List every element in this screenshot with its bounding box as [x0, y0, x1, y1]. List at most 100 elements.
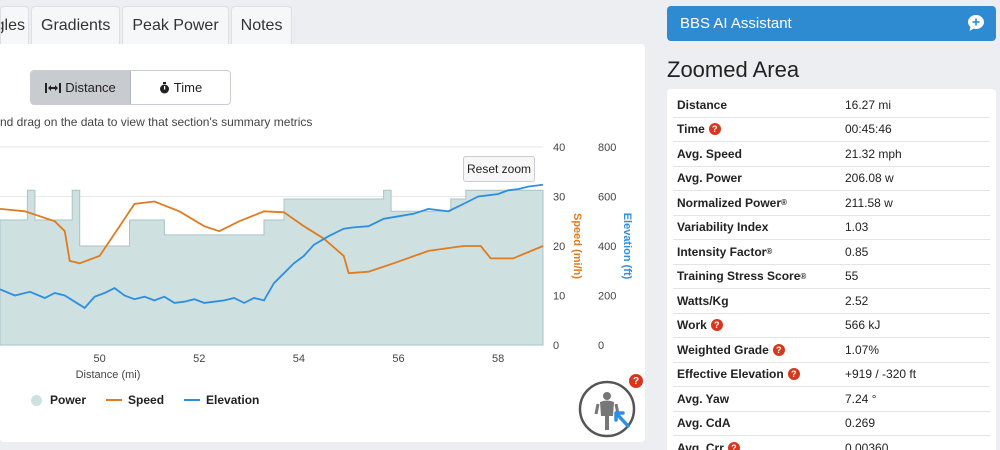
help-icon[interactable]: ? [787, 368, 800, 381]
time-toggle-label: Time [173, 80, 203, 95]
metric-row: Training Stress Score ® 55 [673, 265, 990, 289]
ai-assistant-button[interactable]: BBS AI Assistant [667, 6, 996, 41]
speed-tick-label: 10 [553, 291, 565, 303]
legend-power[interactable]: Power [0, 393, 86, 407]
metric-value: 21.32 mph [845, 146, 902, 161]
metric-value: 1.03 [845, 220, 869, 235]
drag-hint-text: nd drag on the data to view that section… [0, 115, 313, 129]
help-icon[interactable]: ? [772, 343, 785, 356]
ride-chart[interactable]: 50 52 54 56 58 0 10 20 30 40 0 200 400 600 800 Dista… [0, 88, 645, 388]
chart-panel: Distance Time nd drag on the data to vie… [0, 44, 645, 442]
x-tick-label: 54 [293, 353, 305, 365]
metric-label: Avg. CdA [677, 416, 731, 431]
arrows-horizontal-icon [45, 82, 62, 93]
x-tick-label: 52 [193, 353, 205, 365]
metric-label: Work? [673, 318, 841, 332]
chart-legend: Power Speed Elevation [0, 392, 279, 408]
x-tick-label: 58 [492, 353, 504, 365]
metric-row: Normalized Power ® 211.58 w [673, 191, 990, 216]
tab-gradients[interactable]: Gradients [31, 6, 121, 44]
zoomed-area-title: Zoomed Area [667, 57, 800, 82]
metric-row: Variability Index 1.03 [673, 216, 990, 240]
metric-label: Intensity Factor ® [677, 244, 773, 259]
metric-row: Watts/Kg 2.52 [673, 289, 990, 314]
elevation-tick-label: 400 [598, 241, 616, 253]
metric-row: Avg. Power 206.08 w [673, 167, 990, 191]
metric-label: Training Stress Score ® [677, 269, 807, 284]
metric-value: 16.27 mi [845, 97, 892, 112]
tab-angles[interactable]: gles [0, 6, 29, 44]
metric-label: Avg. Yaw [677, 391, 730, 406]
speed-line [0, 200, 544, 275]
x-tick-label: 50 [94, 353, 106, 365]
time-toggle-button[interactable]: Time [131, 71, 230, 104]
metric-value: 2.52 [845, 293, 869, 308]
metric-label: Effective Elevation? [673, 367, 841, 381]
metric-value: 206.08 w [845, 171, 894, 186]
metric-value: 211.58 w [845, 195, 893, 210]
metric-value: 7.24 ° [845, 391, 877, 406]
metric-label: Weighted Grade? [673, 343, 841, 357]
elevation-tick-label: 0 [598, 340, 604, 352]
metric-row: Intensity Factor ® 0.85 [673, 240, 990, 265]
metric-row: Avg. Crr? 0.00360 [673, 436, 990, 450]
chat-plus-icon [967, 14, 985, 36]
metric-value: +919 / -320 ft [845, 367, 917, 382]
metric-row: Avg. Yaw 7.24 ° [673, 387, 990, 412]
speed-tick-label: 40 [553, 142, 565, 154]
elevation-tick-label: 600 [598, 192, 616, 204]
x-tick-label: 56 [392, 353, 404, 365]
distance-toggle-label: Distance [65, 80, 116, 95]
aero-help-icon[interactable]: ? [629, 374, 643, 388]
tab-notes[interactable]: Notes [230, 6, 293, 44]
metric-value: 566 kJ [845, 318, 881, 333]
speed-swatch [106, 399, 123, 401]
elevation-axis-ticks: 0 200 400 600 800 [598, 142, 616, 352]
metric-row: Avg. CdA 0.269 [673, 412, 990, 436]
power-area [0, 189, 544, 346]
x-axis-toggle: Distance Time [30, 70, 231, 105]
elevation-tick-label: 800 [598, 142, 616, 154]
metric-label: Avg. Crr? [673, 441, 841, 450]
x-axis-ticks: 50 52 54 56 58 [94, 353, 505, 365]
speed-axis-label: Speed (mi/h) [571, 213, 583, 279]
metric-label: Normalized Power ® [677, 195, 787, 210]
help-icon[interactable]: ? [710, 319, 723, 332]
elevation-tick-label: 200 [598, 291, 616, 303]
speed-tick-label: 30 [553, 192, 565, 204]
legend-speed[interactable]: Speed [106, 393, 164, 407]
zoomed-metrics-table: Distance 16.27 mi Time? 00:45:46 Avg. Speed 2… [667, 89, 996, 450]
power-swatch [31, 394, 42, 406]
distance-toggle-button[interactable]: Distance [31, 71, 131, 104]
metric-row: Weighted Grade? 1.07% [673, 338, 990, 363]
tab-bar: gles Gradients Peak Power Notes [0, 6, 294, 44]
speed-tick-label: 20 [553, 241, 565, 253]
reset-zoom-button[interactable]: Reset zoom [463, 156, 535, 182]
legend-elevation[interactable]: Elevation [184, 393, 259, 407]
metric-value: 1.07% [845, 342, 880, 357]
tab-peak-power[interactable]: Peak Power [122, 6, 229, 44]
speed-tick-label: 0 [553, 340, 559, 352]
help-icon[interactable]: ? [708, 123, 721, 136]
metric-value: 0.00360 [845, 440, 889, 450]
metric-label: Watts/Kg [677, 293, 729, 308]
metric-label: Variability Index [677, 220, 769, 235]
metric-value: 0.85 [845, 244, 869, 259]
metric-label: Distance [677, 97, 728, 112]
x-axis-label: Distance (mi) [76, 369, 141, 381]
metric-label: Time? [673, 122, 841, 136]
elevation-swatch [184, 399, 201, 401]
metric-row: Time? 00:45:46 [673, 118, 990, 142]
metric-label: Avg. Power [677, 171, 742, 186]
metric-value: 00:45:46 [845, 122, 892, 137]
metric-label: Avg. Speed [677, 146, 742, 161]
aero-position-icon[interactable] [578, 380, 636, 438]
metric-value: 0.269 [845, 416, 876, 431]
metric-row: Avg. Speed 21.32 mph [673, 142, 990, 167]
stopwatch-icon [159, 81, 170, 94]
metric-value: 55 [845, 269, 859, 284]
speed-axis-ticks: 0 10 20 30 40 [553, 142, 565, 352]
help-icon[interactable]: ? [727, 441, 740, 450]
elevation-line [0, 183, 544, 310]
metric-row: Effective Elevation? +919 / -320 ft [673, 363, 990, 387]
